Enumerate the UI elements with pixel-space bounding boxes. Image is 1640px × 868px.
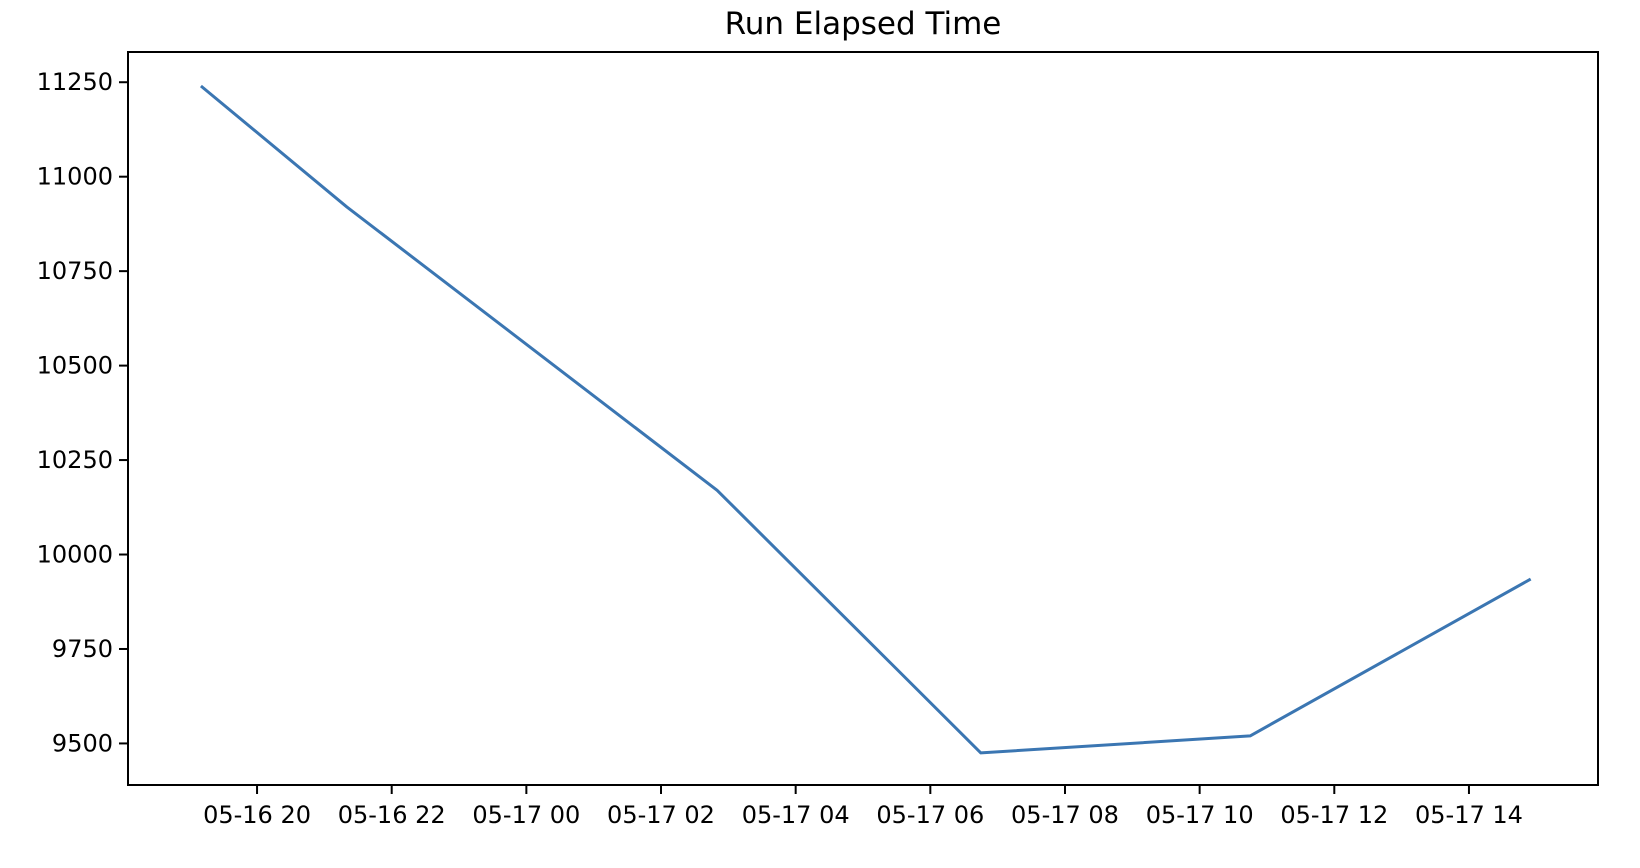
x-tick-label: 05-17 10 (1146, 801, 1254, 829)
x-tick-label: 05-17 06 (876, 801, 984, 829)
plot-frame (127, 51, 1599, 786)
x-tick-label: 05-17 12 (1280, 801, 1388, 829)
x-tick-label: 05-17 04 (742, 801, 850, 829)
y-tick-label: 9750 (52, 635, 113, 663)
y-tick-label: 10500 (37, 352, 113, 380)
y-tick-label: 11250 (37, 68, 113, 96)
y-tick-label: 9500 (52, 729, 113, 757)
y-tick-label: 10250 (37, 446, 113, 474)
x-tick-label: 05-16 20 (203, 801, 311, 829)
x-tick-label: 05-17 14 (1415, 801, 1523, 829)
chart-title: Run Elapsed Time (725, 6, 1002, 42)
series-line-run-elapsed-time (199, 84, 1532, 755)
y-tick-label: 11000 (37, 163, 113, 191)
y-tick-label: 10750 (37, 257, 113, 285)
x-tick-label: 05-17 08 (1011, 801, 1119, 829)
x-tick-label: 05-16 22 (338, 801, 446, 829)
x-tick-label: 05-17 02 (607, 801, 715, 829)
x-tick-label: 05-17 00 (472, 801, 580, 829)
y-tick-label: 10000 (37, 541, 113, 569)
